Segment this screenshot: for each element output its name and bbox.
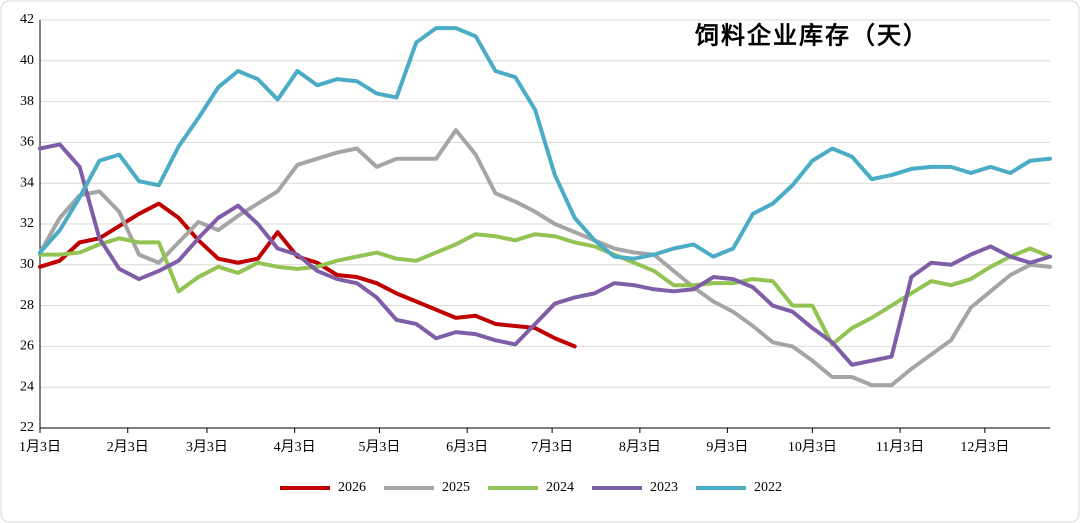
- x-tick-label: 7月3日: [531, 439, 573, 455]
- x-tick-label: 10月3日: [788, 439, 837, 455]
- y-tick-label: 24: [20, 379, 34, 394]
- x-tick-label: 11月3日: [876, 439, 924, 455]
- x-tick-label: 4月3日: [274, 439, 316, 455]
- y-tick-label: 38: [20, 94, 34, 109]
- series-line: [38, 26, 1052, 261]
- x-tick-label: 5月3日: [358, 439, 400, 455]
- x-tick-label: 1月3日: [19, 439, 61, 455]
- y-tick-label: 36: [20, 135, 34, 150]
- legend-label: 2025: [442, 480, 470, 495]
- x-tick-label: 12月3日: [960, 439, 1009, 455]
- legend-label: 2026: [338, 480, 366, 495]
- y-tick-label: 28: [20, 298, 34, 313]
- y-tick-label: 26: [20, 339, 34, 354]
- legend-label: 2023: [650, 480, 678, 495]
- x-tick-label: 2月3日: [107, 439, 149, 455]
- y-tick-label: 40: [20, 53, 34, 68]
- series-line: [38, 232, 1052, 347]
- y-tick-label: 32: [20, 216, 34, 231]
- x-tick-label: 9月3日: [706, 439, 748, 455]
- series-line: [38, 201, 577, 349]
- x-tick-label: 6月3日: [446, 439, 488, 455]
- x-tick-label: 3月3日: [186, 439, 228, 455]
- y-tick-label: 42: [20, 12, 34, 27]
- legend-label: 2024: [546, 480, 574, 495]
- y-tick-label: 34: [20, 175, 34, 190]
- x-tick-label: 8月3日: [619, 439, 661, 455]
- y-tick-label: 30: [20, 257, 34, 272]
- legend-label: 2022: [754, 480, 782, 495]
- series-line: [38, 142, 1052, 367]
- chart-title: 饲料企业库存（天）: [694, 22, 929, 50]
- y-tick-label: 22: [20, 420, 34, 435]
